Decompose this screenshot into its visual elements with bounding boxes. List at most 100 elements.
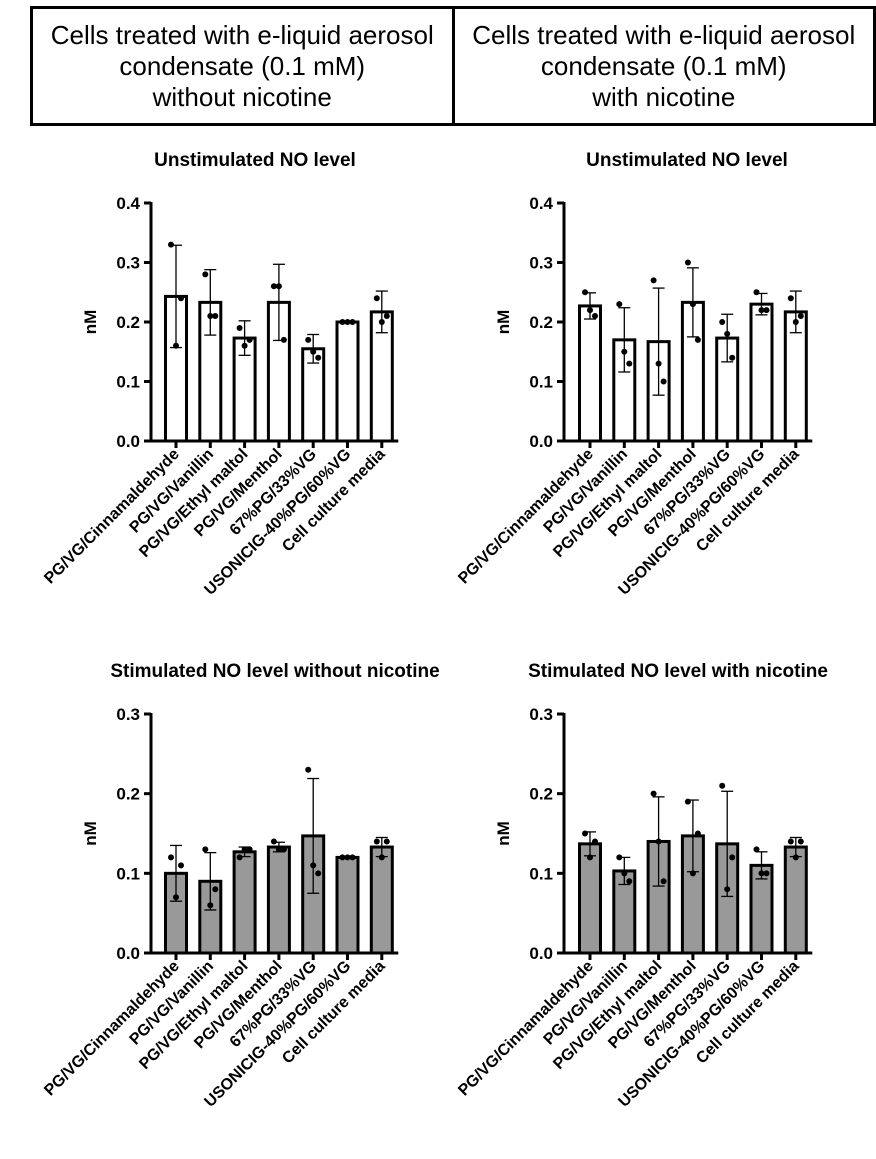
data-point (207, 902, 214, 909)
bar (369, 845, 394, 955)
y-tick-label: 0.0 (116, 432, 140, 451)
header-left-line-1: Cells treated with e-liquid aerosol (50, 19, 434, 50)
data-point (315, 354, 322, 361)
data-point (763, 307, 770, 314)
y-tick-label: 0.1 (529, 373, 553, 392)
y-axis-label: nM (494, 821, 513, 846)
data-point (787, 295, 794, 302)
y-axis-label: nM (81, 310, 100, 335)
data-point (753, 289, 760, 296)
data-point (660, 378, 667, 385)
header-cell-with-nicotine: Cells treated with e-liquid aerosol cond… (451, 9, 874, 123)
data-point (719, 319, 726, 325)
data-point (178, 295, 184, 302)
header-right-line-3: with nicotine (592, 81, 736, 112)
condition-header-table: Cells treated with e-liquid aerosol cond… (30, 6, 876, 126)
data-point (246, 336, 253, 343)
data-point (202, 271, 209, 278)
data-point (797, 838, 804, 845)
y-tick-label: 0.3 (116, 705, 140, 724)
data-point (310, 862, 317, 869)
data-point (173, 342, 179, 349)
bar (232, 850, 257, 955)
data-point (275, 846, 282, 853)
data-point (378, 854, 385, 861)
data-point (592, 313, 598, 320)
bar (335, 320, 360, 443)
data-point (339, 319, 346, 325)
data-point (241, 342, 248, 349)
bar (266, 845, 291, 955)
data-point (753, 846, 760, 853)
data-point (729, 354, 736, 361)
data-point (797, 313, 804, 320)
data-point (758, 307, 765, 314)
y-tick-label: 0.0 (116, 944, 140, 963)
data-point (178, 862, 184, 869)
chart-title: Unstimulated NO level (586, 150, 788, 171)
data-point (587, 854, 593, 861)
data-point (626, 360, 633, 367)
bar (335, 855, 360, 955)
y-tick-label: 0.2 (529, 785, 553, 804)
data-point (270, 838, 277, 845)
category-label: PG/VG/Cinnamaldehyde (41, 958, 183, 1100)
data-point (236, 854, 243, 861)
data-point (246, 846, 253, 853)
y-tick-label: 0.4 (529, 194, 553, 213)
header-left-line-3: without nicotine (152, 81, 332, 112)
data-point (587, 307, 593, 314)
y-axis-label: nM (81, 821, 100, 846)
y-tick-label: 0.0 (529, 432, 553, 451)
y-tick-label: 0.3 (529, 254, 553, 273)
data-point (729, 854, 736, 861)
y-tick-label: 0.4 (116, 194, 140, 213)
data-point (758, 870, 765, 877)
data-point (616, 301, 623, 308)
data-point (349, 319, 356, 325)
data-point (592, 838, 598, 845)
data-point (373, 838, 380, 845)
data-point (344, 854, 351, 861)
data-point (305, 336, 312, 343)
data-point (315, 870, 322, 877)
data-point (236, 324, 243, 331)
data-point (626, 878, 633, 885)
data-point (280, 846, 287, 853)
data-point (275, 283, 282, 290)
data-point (655, 360, 662, 367)
y-tick-label: 0.0 (529, 944, 553, 963)
data-point (694, 830, 701, 837)
data-point (621, 348, 628, 355)
category-label: PG/VG/Cinnamaldehyde (455, 958, 597, 1100)
header-left-line-2: condensate (0.1 mM) (119, 50, 366, 81)
data-point (212, 886, 219, 893)
data-point (349, 854, 356, 861)
chart-panel-4: Stimulated NO level with nicotine 0.0 0.1 0… (455, 661, 828, 1111)
data-point (582, 830, 588, 837)
data-point (168, 854, 174, 861)
data-point (310, 348, 317, 355)
chart-title: Unstimulated NO level (154, 150, 356, 171)
data-point (373, 295, 380, 302)
y-tick-label: 0.2 (529, 313, 553, 332)
data-point (660, 878, 667, 885)
chart-panel-1: Unstimulated NO level 0.0 0.1 0.2 0.3 0.4 nM PG… (41, 150, 399, 599)
y-tick-label: 0.1 (116, 864, 140, 883)
data-point (763, 870, 770, 877)
data-point (202, 846, 209, 853)
data-point (621, 870, 628, 877)
data-point (684, 798, 691, 805)
data-point (684, 259, 691, 266)
data-point (719, 782, 726, 789)
y-tick-label: 0.1 (116, 373, 140, 392)
data-point (792, 854, 799, 861)
data-point (383, 313, 390, 320)
data-point (344, 319, 351, 325)
category-label: PG/VG/Cinnamaldehyde (41, 446, 183, 588)
data-point (650, 790, 657, 797)
bar (749, 302, 774, 443)
data-point (724, 886, 731, 893)
data-point (689, 301, 696, 308)
